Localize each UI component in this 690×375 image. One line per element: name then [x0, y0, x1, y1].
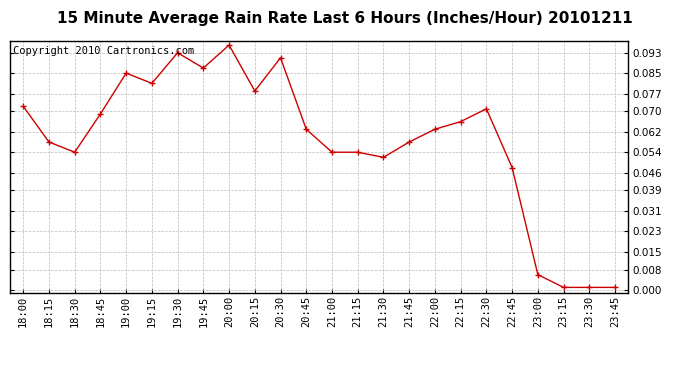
Text: Copyright 2010 Cartronics.com: Copyright 2010 Cartronics.com — [13, 46, 195, 56]
Text: 15 Minute Average Rain Rate Last 6 Hours (Inches/Hour) 20101211: 15 Minute Average Rain Rate Last 6 Hours… — [57, 11, 633, 26]
